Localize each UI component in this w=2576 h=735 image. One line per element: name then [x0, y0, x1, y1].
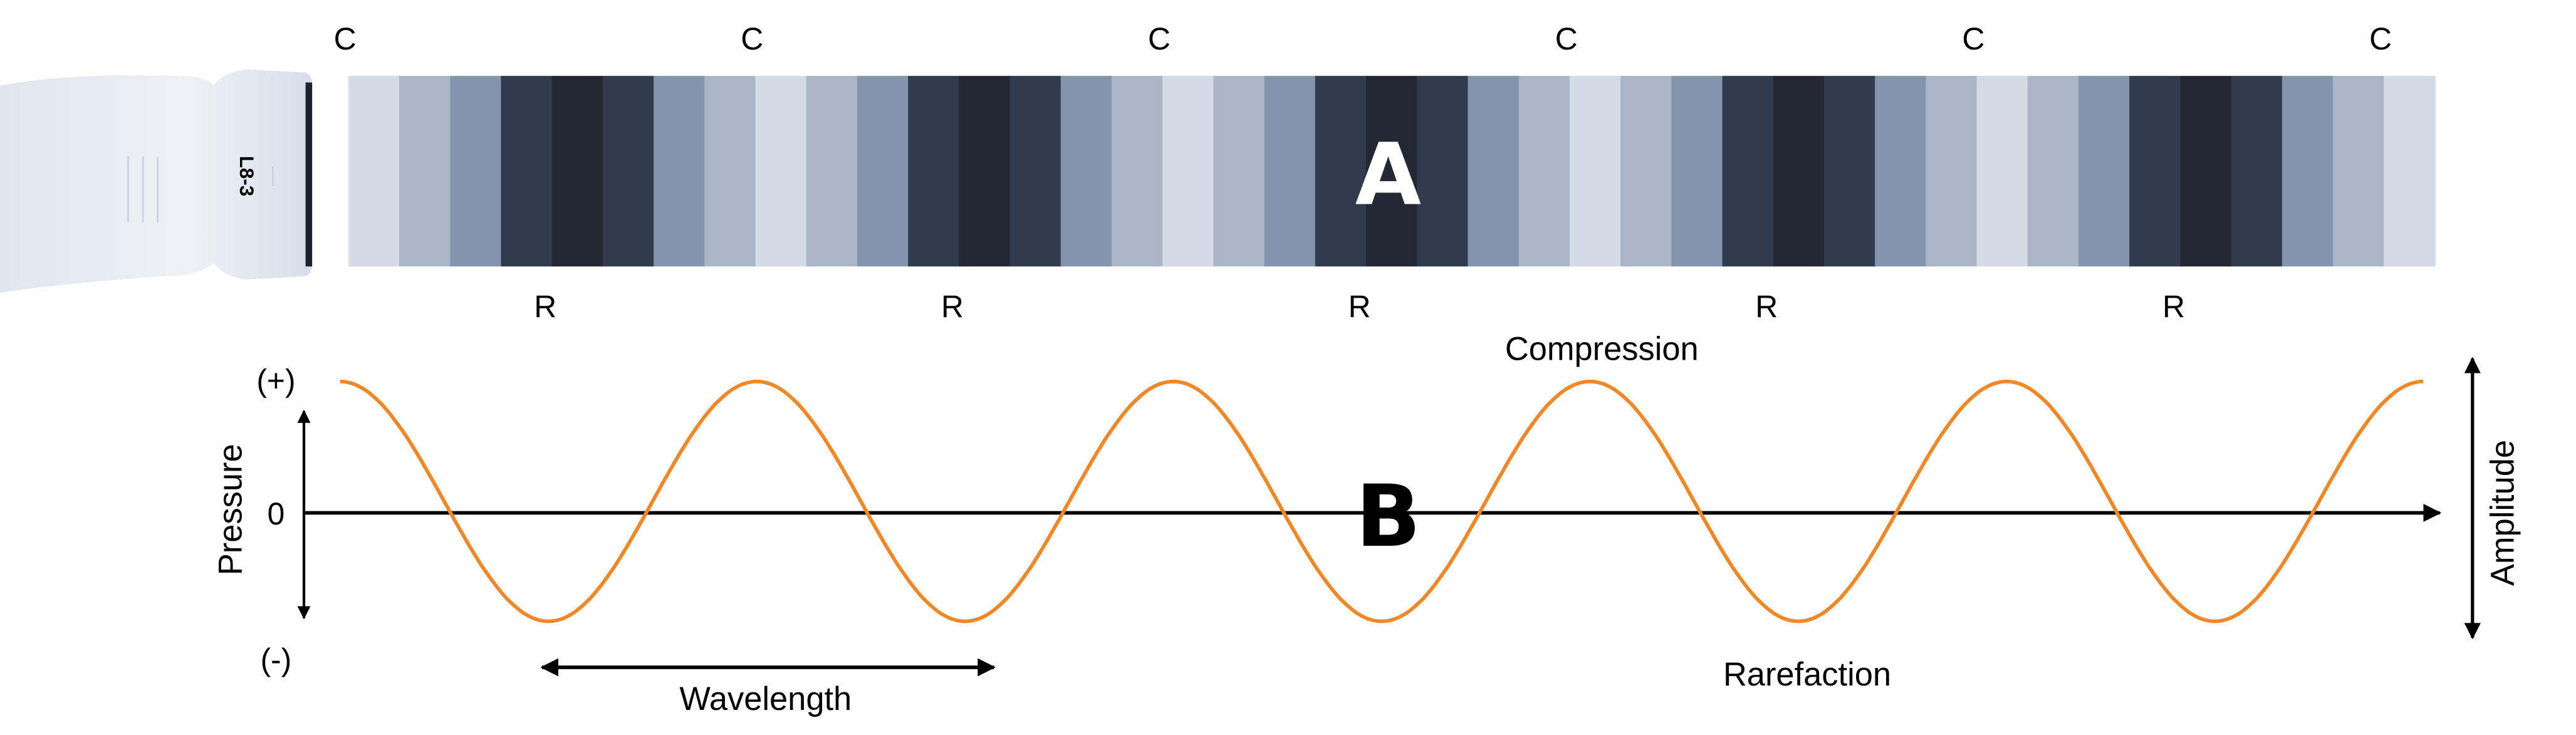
band-stripe	[450, 76, 502, 267]
band-stripe	[755, 76, 808, 267]
band-stripe	[908, 76, 960, 267]
band-stripe	[1366, 76, 1418, 267]
band-stripe	[1162, 76, 1214, 267]
compression-label: Compression	[1505, 331, 1699, 368]
band-stripe	[704, 76, 756, 267]
band-stripe	[1875, 76, 1927, 267]
band-stripe	[806, 76, 858, 267]
zero-pressure-label: 0	[268, 496, 285, 531]
panel-a-letter: A	[1355, 125, 1422, 225]
band-stripe	[857, 76, 909, 267]
wavelength-label: Wavelength	[679, 681, 852, 717]
rarefaction-marker: R	[2162, 289, 2185, 325]
compression-marker: C	[334, 21, 357, 56]
band-stripe	[348, 76, 400, 267]
band-stripe	[1417, 76, 1469, 267]
band-stripe	[1518, 76, 1571, 267]
compression-marker: C	[1962, 21, 1984, 56]
band-stripe	[2129, 76, 2181, 267]
band-stripe	[2231, 76, 2283, 267]
rarefaction-marker: R	[1348, 289, 1371, 325]
band-stripe	[1976, 76, 2029, 267]
rarefaction-label: Rarefaction	[1723, 657, 1891, 693]
band-stripe	[602, 76, 655, 267]
band-stripe	[551, 76, 604, 267]
compression-marker: C	[1148, 21, 1171, 56]
rarefaction-marker: R	[1755, 289, 1778, 325]
panel-b-letter: B	[1355, 467, 1421, 566]
positive-pressure-label: (+)	[256, 363, 295, 399]
negative-pressure-label: (-)	[261, 642, 292, 677]
band-stripe	[399, 76, 451, 267]
pressure-label: Pressure	[212, 444, 249, 575]
band-stripe	[959, 76, 1011, 267]
band-stripe	[1773, 76, 1825, 267]
band-stripe	[1569, 76, 1622, 267]
band-stripe	[1315, 76, 1367, 267]
amplitude-label: Amplitude	[2485, 440, 2521, 586]
rarefaction-marker: R	[941, 289, 964, 325]
pressure-wave	[340, 379, 2424, 623]
band-stripe	[2384, 76, 2436, 267]
compression-marker: C	[741, 21, 763, 56]
probe-model-label: L8-3	[236, 156, 258, 197]
band-stripe	[2078, 76, 2130, 267]
band-stripe	[1671, 76, 1723, 267]
band-stripe	[1620, 76, 1672, 267]
compression-rarefaction-bands	[348, 76, 2436, 267]
band-stripe	[1264, 76, 1317, 267]
rarefaction-marker: R	[534, 289, 556, 325]
band-stripe	[1213, 76, 1265, 267]
band-stripe	[501, 76, 553, 267]
compression-marker: C	[2369, 21, 2392, 56]
band-stripe	[2027, 76, 2080, 267]
band-stripe	[1009, 76, 1062, 267]
ultrasound-probe-icon: L8-3	[0, 69, 313, 293]
compression-marker: C	[1555, 21, 1578, 56]
band-stripe	[2180, 76, 2232, 267]
band-stripe	[1468, 76, 1520, 267]
band-stripe	[2281, 76, 2334, 267]
band-stripe	[654, 76, 706, 267]
band-stripe	[2333, 76, 2385, 267]
band-stripe	[1926, 76, 1978, 267]
band-stripe	[1823, 76, 1876, 267]
band-stripe	[1060, 76, 1113, 267]
band-stripe	[1722, 76, 1775, 267]
band-stripe	[1112, 76, 1164, 267]
